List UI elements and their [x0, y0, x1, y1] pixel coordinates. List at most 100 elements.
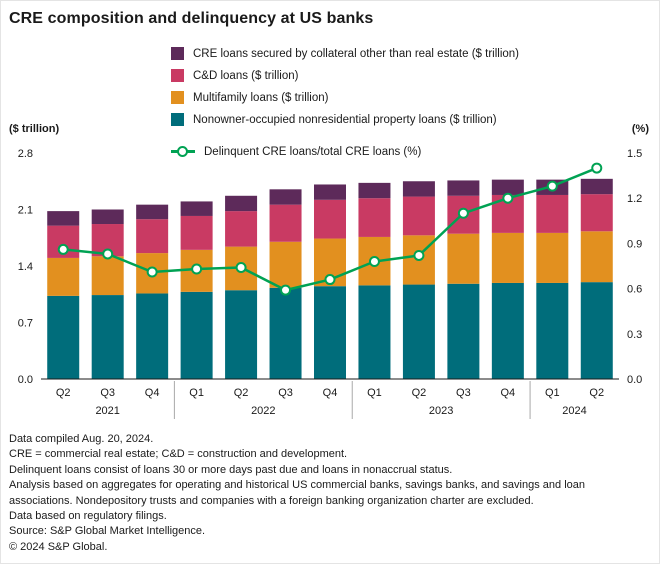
bar-segment: [447, 180, 480, 196]
legend-item: C&D loans ($ trillion): [171, 69, 519, 82]
bar-segment: [358, 285, 391, 379]
bar-segment: [580, 194, 613, 232]
delinquency-marker: [191, 263, 203, 275]
quarter-label: Q4: [145, 387, 160, 399]
legend-item: CRE loans secured by collateral other th…: [171, 47, 519, 60]
bar-segment: [225, 290, 258, 379]
legend-swatch-icon: [171, 113, 184, 126]
legend-swatch-icon: [171, 91, 184, 104]
bar-segment: [447, 283, 480, 379]
legend-line-marker-icon: [171, 145, 195, 158]
quarter-label: Q1: [367, 387, 382, 399]
bar-segment: [91, 209, 124, 225]
legend-label: Delinquent CRE loans/total CRE loans (%): [204, 145, 422, 158]
quarter-label: Q2: [234, 387, 249, 399]
bar-segment: [536, 232, 569, 283]
quarter-label: Q3: [278, 387, 293, 399]
footnote-line: Data compiled Aug. 20, 2024.: [9, 433, 154, 445]
delinquency-marker: [413, 249, 425, 261]
bar-segment: [91, 295, 124, 379]
bar-segment: [180, 201, 213, 216]
footnotes: Data compiled Aug. 20, 2024. CRE = commer…: [9, 432, 651, 555]
bar-segment: [536, 194, 569, 233]
bar-segment: [136, 219, 169, 254]
bar-segment: [269, 189, 302, 205]
bar-segment: [491, 179, 524, 195]
right-axis-tick-label: 1.5: [627, 148, 642, 160]
quarter-label: Q4: [323, 387, 338, 399]
bar-segment: [269, 204, 302, 242]
legend-swatch-icon: [171, 47, 184, 60]
quarter-label: Q2: [412, 387, 427, 399]
right-axis-tick-label: 0.6: [627, 284, 642, 296]
left-axis-tick-label: 2.8: [18, 148, 33, 160]
year-label: 2022: [251, 405, 275, 417]
footnote-line: Analysis based on aggregates for operati…: [9, 479, 585, 507]
delinquency-marker: [502, 192, 514, 204]
year-label: 2023: [429, 405, 453, 417]
bar-segment: [180, 291, 213, 379]
bar-segment: [580, 231, 613, 283]
legend-item: Multifamily loans ($ trillion): [171, 91, 519, 104]
delinquency-marker: [102, 248, 114, 260]
bar-segment: [402, 196, 435, 236]
legend-item: Delinquent CRE loans/total CRE loans (%): [171, 145, 519, 158]
bar-segment: [314, 184, 346, 200]
quarter-label: Q1: [189, 387, 204, 399]
quarter-label: Q3: [456, 387, 471, 399]
right-axis-tick-label: 0.3: [627, 329, 642, 341]
bar-segment: [47, 257, 80, 296]
bar-segment: [402, 284, 435, 379]
legend-label: Nonowner-occupied nonresidential propert…: [193, 113, 497, 126]
chart-title: CRE composition and delinquency at US ba…: [9, 10, 374, 27]
delinquency-marker: [546, 180, 558, 192]
right-axis-tick-label: 0.0: [627, 374, 642, 386]
bar-segment: [180, 215, 213, 250]
delinquency-marker: [457, 207, 469, 219]
bar-segment: [358, 198, 391, 237]
delinquency-marker: [368, 255, 380, 267]
quarter-label: Q3: [100, 387, 115, 399]
bar-segment: [580, 282, 613, 379]
bar-segment: [225, 195, 258, 212]
quarter-label: Q2: [56, 387, 71, 399]
marker-dot-icon: [177, 146, 188, 157]
footnote-line: CRE = commercial real estate; C&D = cons…: [9, 448, 348, 461]
chart-svg: 0.0 0.7 1.4 2.1 2.8 0.0 0.3 0.6 0.9 1.2 1.5 Q2 Q3 Q4 Q…: [18, 148, 642, 419]
bar-segment: [358, 182, 391, 199]
delinquency-marker: [591, 162, 603, 174]
left-axis-tick-label: 0.0: [18, 374, 33, 386]
legend-item: Nonowner-occupied nonresidential propert…: [171, 113, 519, 126]
bar-segment: [536, 282, 569, 379]
legend-swatch-icon: [171, 69, 184, 82]
bar-segment: [269, 241, 302, 288]
year-label: 2021: [95, 405, 119, 417]
bar-segment: [580, 178, 613, 195]
bar-segment: [447, 233, 480, 284]
right-axis-tick-label: 1.2: [627, 193, 642, 205]
legend-label: C&D loans ($ trillion): [193, 69, 299, 82]
bar-segment: [47, 295, 80, 379]
quarter-label: Q2: [589, 387, 604, 399]
left-axis-tick-label: 1.4: [18, 261, 33, 273]
bar-segment: [136, 204, 169, 220]
bar-segment: [491, 232, 524, 283]
delinquency-marker: [324, 274, 336, 286]
legend: CRE loans secured by collateral other th…: [171, 47, 519, 158]
right-axis-tick-label: 0.9: [627, 238, 642, 250]
quarter-label: Q1: [545, 387, 560, 399]
bar-segment: [91, 256, 124, 296]
footnote-line: Source: S&P Global Market Intelligence.: [9, 525, 206, 538]
footnote-line: Data based on regulatory filings.: [9, 509, 167, 522]
bar-segment: [314, 199, 346, 239]
left-axis-tick-label: 0.7: [18, 318, 33, 330]
legend-label: Multifamily loans ($ trillion): [193, 91, 329, 104]
legend-label: CRE loans secured by collateral other th…: [193, 47, 519, 60]
right-axis-unit-label: (%): [631, 123, 649, 135]
bar-segment: [491, 282, 524, 379]
bar-segment: [269, 287, 302, 379]
bar-segment: [225, 211, 258, 247]
bar-segment: [47, 211, 80, 226]
delinquency-marker: [280, 284, 292, 296]
